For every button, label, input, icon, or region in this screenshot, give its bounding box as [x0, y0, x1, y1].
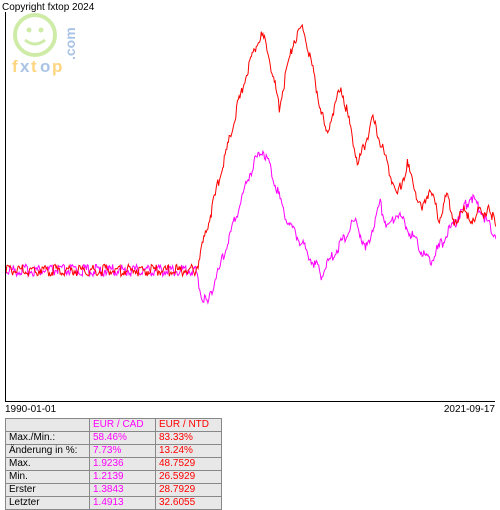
stats-row: Min.1.213926.5929 [6, 471, 222, 484]
x-axis-end: 2021-09-17 [444, 404, 495, 415]
stats-row: Max.1.923648.7529 [6, 458, 222, 471]
stats-row: Änderung in %:7.73%13.24% [6, 445, 222, 458]
stats-row: Letzter1.491332.6055 [6, 497, 222, 510]
stats-label: Erster [6, 484, 90, 497]
series-line [6, 151, 496, 303]
stats-value-series1: 1.9236 [90, 458, 156, 471]
stats-label: Letzter [6, 497, 90, 510]
chart-area [5, 12, 495, 402]
stats-label: Max. [6, 458, 90, 471]
stats-value-series1: 1.3843 [90, 484, 156, 497]
stats-table: EUR / CAD EUR / NTD Max./Min.:58.46%83.3… [5, 418, 222, 510]
chart-lines [6, 12, 496, 402]
stats-value-series2: 28.7929 [156, 484, 222, 497]
stats-value-series2: 83.33% [156, 432, 222, 445]
series-line [6, 25, 496, 276]
stats-value-series2: 48.7529 [156, 458, 222, 471]
stats-header-row: EUR / CAD EUR / NTD [6, 419, 222, 432]
stats-value-series2: 32.6055 [156, 497, 222, 510]
stats-label: Änderung in %: [6, 445, 90, 458]
stats-header-series2: EUR / NTD [156, 419, 222, 432]
stats-value-series2: 13.24% [156, 445, 222, 458]
stats-row: Erster1.384328.7929 [6, 484, 222, 497]
stats-header-series1: EUR / CAD [90, 419, 156, 432]
stats-value-series1: 58.46% [90, 432, 156, 445]
stats-value-series2: 26.5929 [156, 471, 222, 484]
stats-label: Min. [6, 471, 90, 484]
stats-value-series1: 7.73% [90, 445, 156, 458]
stats-value-series1: 1.2139 [90, 471, 156, 484]
stats-label: Max./Min.: [6, 432, 90, 445]
stats-row: Max./Min.:58.46%83.33% [6, 432, 222, 445]
stats-value-series1: 1.4913 [90, 497, 156, 510]
stats-header-blank [6, 419, 90, 432]
x-axis-start: 1990-01-01 [5, 404, 56, 415]
